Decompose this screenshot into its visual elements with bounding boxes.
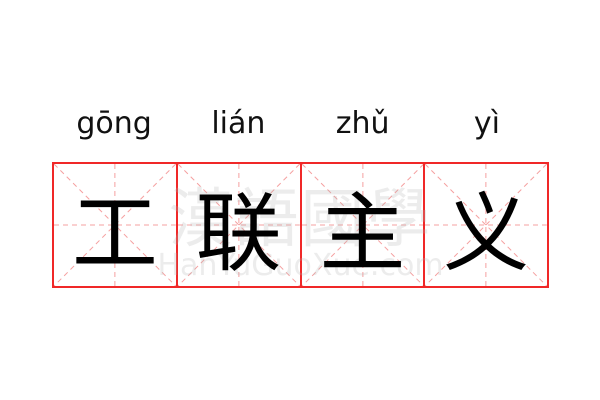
pinyin-row: gōng lián zhǔ yì xyxy=(52,106,549,141)
grid-guides xyxy=(425,164,547,286)
pinyin-3: zhǔ xyxy=(335,106,390,141)
character-grid: 工 联 主 义 xyxy=(52,162,549,288)
guide-line xyxy=(54,164,176,286)
grid-cell: 义 xyxy=(425,164,547,286)
guide-line xyxy=(425,164,547,286)
guide-line xyxy=(178,164,300,286)
character-4: 义 xyxy=(443,183,530,284)
pinyin-1: gōng xyxy=(76,106,152,141)
pinyin-2: lián xyxy=(211,106,266,141)
guide-line xyxy=(54,164,176,286)
character-1: 工 xyxy=(71,183,158,284)
grid-cell: 主 xyxy=(302,164,426,286)
guide-line xyxy=(302,164,424,286)
grid-guides xyxy=(178,164,300,286)
grid-guides xyxy=(54,164,176,286)
character-3: 主 xyxy=(319,183,406,284)
grid-cell: 工 xyxy=(54,164,178,286)
grid-cell: 联 xyxy=(178,164,302,286)
guide-line xyxy=(178,164,300,286)
character-2: 联 xyxy=(195,183,282,284)
grid-guides xyxy=(302,164,424,286)
guide-line xyxy=(425,164,547,286)
guide-line xyxy=(302,164,424,286)
pinyin-4: yì xyxy=(473,106,500,141)
